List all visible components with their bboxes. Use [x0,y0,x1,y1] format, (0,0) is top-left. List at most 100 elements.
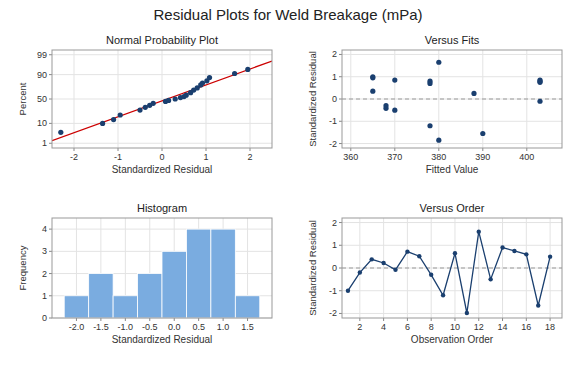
x-tick-label: -1.0 [118,322,134,332]
plot-area [342,50,562,148]
line-marker [548,254,552,258]
x-tick-label: 1 [203,152,208,162]
x-tick-label: 370 [387,152,402,162]
x-tick-label: 10 [450,322,460,332]
line-marker [453,251,457,255]
histogram-bar [138,274,162,318]
x-tick-label: -0.5 [142,322,158,332]
x-tick-label: -1 [114,152,122,162]
point [392,77,397,82]
y-axis-label: Standardized Residual [307,51,318,147]
plot-frame [342,218,562,318]
y-grid-line [342,222,562,223]
panel-title: Histogram [137,202,187,214]
x-tick-label: 0.0 [168,322,181,332]
x-axis-label: Observation Order [411,334,494,345]
y-grid-line [342,54,562,55]
point [111,117,116,122]
plot-area [52,218,272,318]
x-tick-label: 0.5 [192,322,205,332]
point [173,96,178,101]
point [480,131,485,136]
x-axis-label: Fitted Value [426,164,479,175]
y-tick-label: 2 [332,218,337,228]
chart: Residual Plots for Weld Breakage (mPa) -2… [0,0,576,384]
line-marker [536,303,540,307]
point [118,112,123,117]
point [427,123,432,128]
line [348,232,550,313]
y-grid-line [342,99,562,100]
x-axis-label: Standardized Residual [112,334,213,345]
line-marker [477,229,481,233]
panel: 24681012141618-2-1012Versus OrderObserva… [307,202,562,345]
grid [52,218,272,318]
panel: -2-1012110509099Normal Probability PlotS… [17,34,272,175]
line-marker [358,270,362,274]
y-axis-label: Percent [17,82,28,115]
x-tick-label: 400 [519,152,534,162]
line-marker [500,245,504,249]
point [537,99,542,104]
line-marker [393,268,397,272]
y-tick-label: 1 [332,72,337,82]
y-grid-line [52,74,272,75]
y-tick-label: 2 [42,269,47,279]
line-marker [405,249,409,253]
y-grid-line [52,123,272,124]
x-tick-label: 360 [343,152,358,162]
point [436,60,441,65]
line-marker [524,252,528,256]
y-tick-label: 1 [42,291,47,301]
x-tick-label: 4 [381,322,386,332]
y-tick-label: 1 [42,138,47,148]
line-marker [441,293,445,297]
point [392,108,397,113]
panel-title: Normal Probability Plot [106,34,218,46]
panel: -2.0-1.5-1.0-0.50.00.51.01.501234Histogr… [17,202,272,345]
point [537,80,542,85]
y-tick-label: 0 [332,263,337,273]
y-tick-label: 3 [42,246,47,256]
line-marker [381,261,385,265]
grid [52,50,272,148]
x-tick-label: 16 [521,322,531,332]
histogram-bar [113,296,137,318]
y-tick-label: -1 [329,286,337,296]
line-marker [465,311,469,315]
point [436,138,441,143]
x-tick-label: -2.0 [69,322,85,332]
y-tick-label: -2 [329,139,337,149]
point [151,101,156,106]
marks [342,229,562,315]
y-tick-label: 90 [37,70,47,80]
x-tick-label: 0 [159,152,164,162]
point [427,81,432,86]
x-axis-label: Standardized Residual [112,164,213,175]
line-marker [346,289,350,293]
x-tick-label: 12 [474,322,484,332]
histogram-bar [211,229,235,318]
point [370,89,375,94]
figure-title: Residual Plots for Weld Breakage (mPa) [153,6,422,23]
reference-line [342,99,562,100]
y-tick-label: 0 [42,313,47,323]
x-tick-label: 2 [357,322,362,332]
point [58,130,63,135]
point [166,98,171,103]
plot-area [52,50,272,148]
y-grid-line [52,229,272,230]
y-tick-label: -2 [329,308,337,318]
y-tick-label: 0 [332,94,337,104]
x-tick-label: 1.0 [217,322,230,332]
y-tick-label: -1 [329,116,337,126]
y-grid-line [52,54,272,55]
y-grid-line [342,290,562,291]
y-tick-label: 1 [332,240,337,250]
point [184,93,189,98]
point [471,91,476,96]
plot-frame [342,50,562,148]
histogram-bar [186,229,210,318]
marks [342,60,562,143]
point [232,71,237,76]
